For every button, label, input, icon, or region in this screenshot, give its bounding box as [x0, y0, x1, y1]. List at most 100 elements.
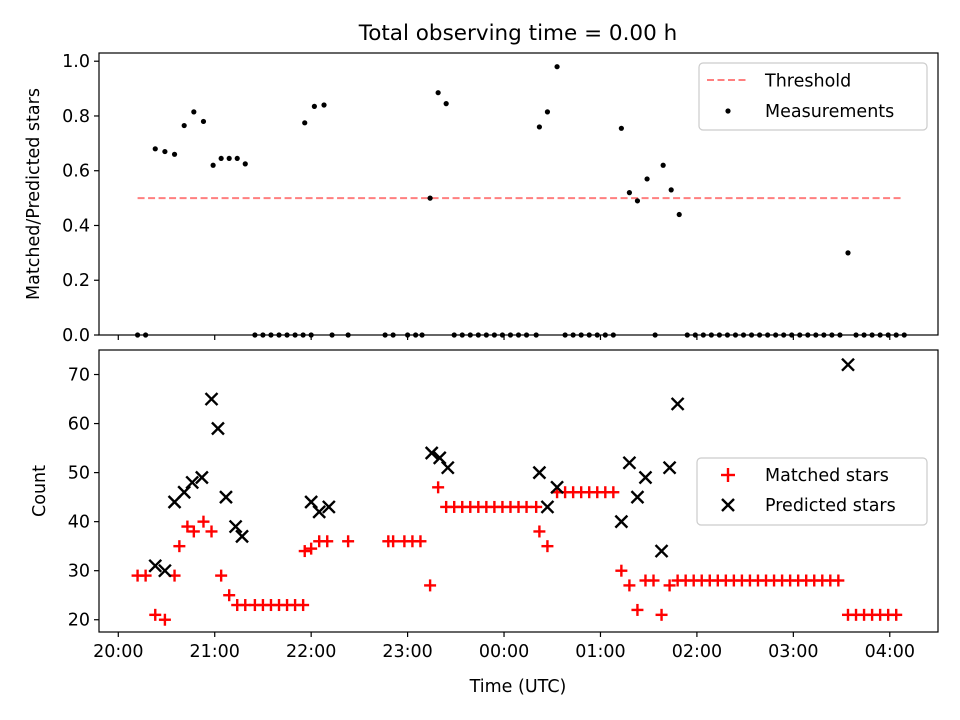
ratio-legend: Threshold Measurements — [698, 62, 928, 131]
measurement-point — [554, 64, 560, 70]
matched-star-point — [890, 608, 903, 621]
predicted-star-stroke — [540, 500, 555, 514]
predicted-star-stroke — [424, 446, 439, 460]
measurement-point — [644, 176, 650, 182]
y-tick-label: 20 — [68, 611, 90, 631]
measurement-point — [427, 195, 433, 201]
chart-title: Total observing time = 0.00 h — [358, 21, 678, 46]
y-tick-label: 50 — [68, 464, 90, 484]
predicted-star-point — [228, 519, 243, 534]
measurement-point — [181, 122, 187, 129]
x-tick-label: 20:00 — [93, 642, 143, 662]
measurement-point — [191, 109, 197, 115]
measurement-point — [162, 148, 168, 155]
x-tick-label: 00:00 — [479, 642, 529, 662]
predicted-star-stroke — [148, 558, 163, 573]
ratio-axes-frame — [98, 52, 939, 336]
measurement-point — [668, 187, 674, 193]
predicted-star-point — [185, 475, 200, 490]
predicted-star-stroke — [185, 475, 200, 490]
measurement-point — [171, 151, 178, 157]
measurement-point — [845, 250, 851, 256]
measurement-point — [626, 190, 633, 196]
predicted-star-point — [532, 465, 547, 480]
measurement-point — [660, 162, 666, 168]
predicted-star-point — [540, 500, 555, 514]
matched-star-point — [305, 542, 318, 555]
matched-star-point — [197, 515, 210, 528]
matched-star-point — [298, 545, 311, 558]
matched-star-point — [663, 579, 676, 592]
y-tick-label: 40 — [68, 513, 90, 533]
measurement-point — [226, 155, 232, 162]
measurement-point — [435, 90, 441, 96]
matched-star-point — [181, 520, 194, 533]
count-legend: Matched stars Predicted stars — [696, 457, 928, 526]
matched-star-point — [655, 608, 668, 621]
measurement-point — [210, 162, 216, 168]
measurement-point — [443, 101, 449, 107]
predicted-star-point — [440, 460, 455, 475]
matched-star-point — [342, 535, 355, 548]
ratio-axis-ticks: 0.0 0.2 0.4 0.6 0.8 1.0 — [62, 52, 891, 346]
predicted-star-point — [148, 558, 163, 573]
matched-star-point — [414, 535, 427, 548]
y-tick-label: 0.4 — [62, 216, 90, 236]
matched-star-point — [432, 481, 445, 494]
predicted-stars-legend-label: Predicted stars — [765, 496, 896, 516]
y-tick-label: 1.0 — [62, 52, 90, 72]
measurements-legend-label: Measurements — [765, 102, 894, 122]
measurement-point — [302, 120, 308, 126]
predicted-star-point — [550, 480, 564, 495]
y-tick-label: 0.8 — [62, 107, 90, 127]
predicted-star-stroke — [532, 465, 547, 480]
count-legend-box — [696, 457, 928, 526]
predicted-star-stroke — [312, 504, 327, 519]
predicted-star-stroke — [219, 490, 233, 504]
y-tick-label: 60 — [68, 415, 90, 435]
matched-star-point — [149, 608, 162, 621]
predicted-star-point — [158, 563, 172, 578]
matched-star-point — [615, 564, 628, 577]
predicted-star-point — [219, 490, 233, 504]
ratio-y-axis-label: Matched/Predicted stars — [24, 88, 44, 300]
matched-star-point — [832, 574, 845, 587]
predicted-star-point — [235, 529, 249, 544]
matched-star-point — [530, 500, 543, 513]
predicted-stars-legend-swatch — [721, 498, 735, 512]
predicted-star-point — [321, 500, 336, 514]
predicted-star-point — [424, 446, 439, 460]
predicted-star-stroke — [614, 514, 629, 529]
matched-star-point — [321, 535, 334, 548]
predicted-star-stroke — [654, 544, 669, 558]
matched-star-point — [223, 589, 236, 602]
predicted-star-stroke — [662, 460, 677, 475]
measurement-point — [218, 155, 224, 162]
matched-stars-legend-swatch — [721, 468, 735, 482]
matched-star-point — [607, 486, 620, 499]
predicted-star-stroke — [195, 470, 209, 485]
matched-star-point — [647, 574, 660, 587]
matched-stars-legend-label: Matched stars — [765, 466, 889, 486]
predicted-star-point — [204, 392, 219, 406]
matched-star-point — [533, 525, 546, 538]
predicted-star-stroke — [235, 529, 249, 544]
predicted-star-point — [312, 504, 327, 519]
predicted-star-point — [670, 397, 685, 411]
measurement-point — [634, 198, 641, 204]
x-tick-label: 01:00 — [575, 642, 625, 662]
x-tick-label: 23:00 — [382, 642, 432, 662]
predicted-star-point — [177, 485, 192, 500]
predicted-star-point — [211, 421, 225, 436]
x-axis-label: Time (UTC) — [469, 677, 567, 697]
predicted-star-stroke — [228, 519, 243, 534]
predicted-star-stroke — [204, 392, 219, 406]
count-y-axis-label: Count — [30, 465, 50, 517]
matched-star-point — [215, 569, 228, 582]
matched-star-point — [387, 535, 400, 548]
measurement-point — [311, 103, 317, 109]
x-tick-label: 21:00 — [190, 642, 240, 662]
measurement-point — [200, 118, 207, 125]
count-axis-ticks: 20 30 40 50 60 70 20:00 21:00 22:00 23:00 00:00 01:… — [68, 366, 915, 662]
measurement-point — [152, 146, 158, 152]
